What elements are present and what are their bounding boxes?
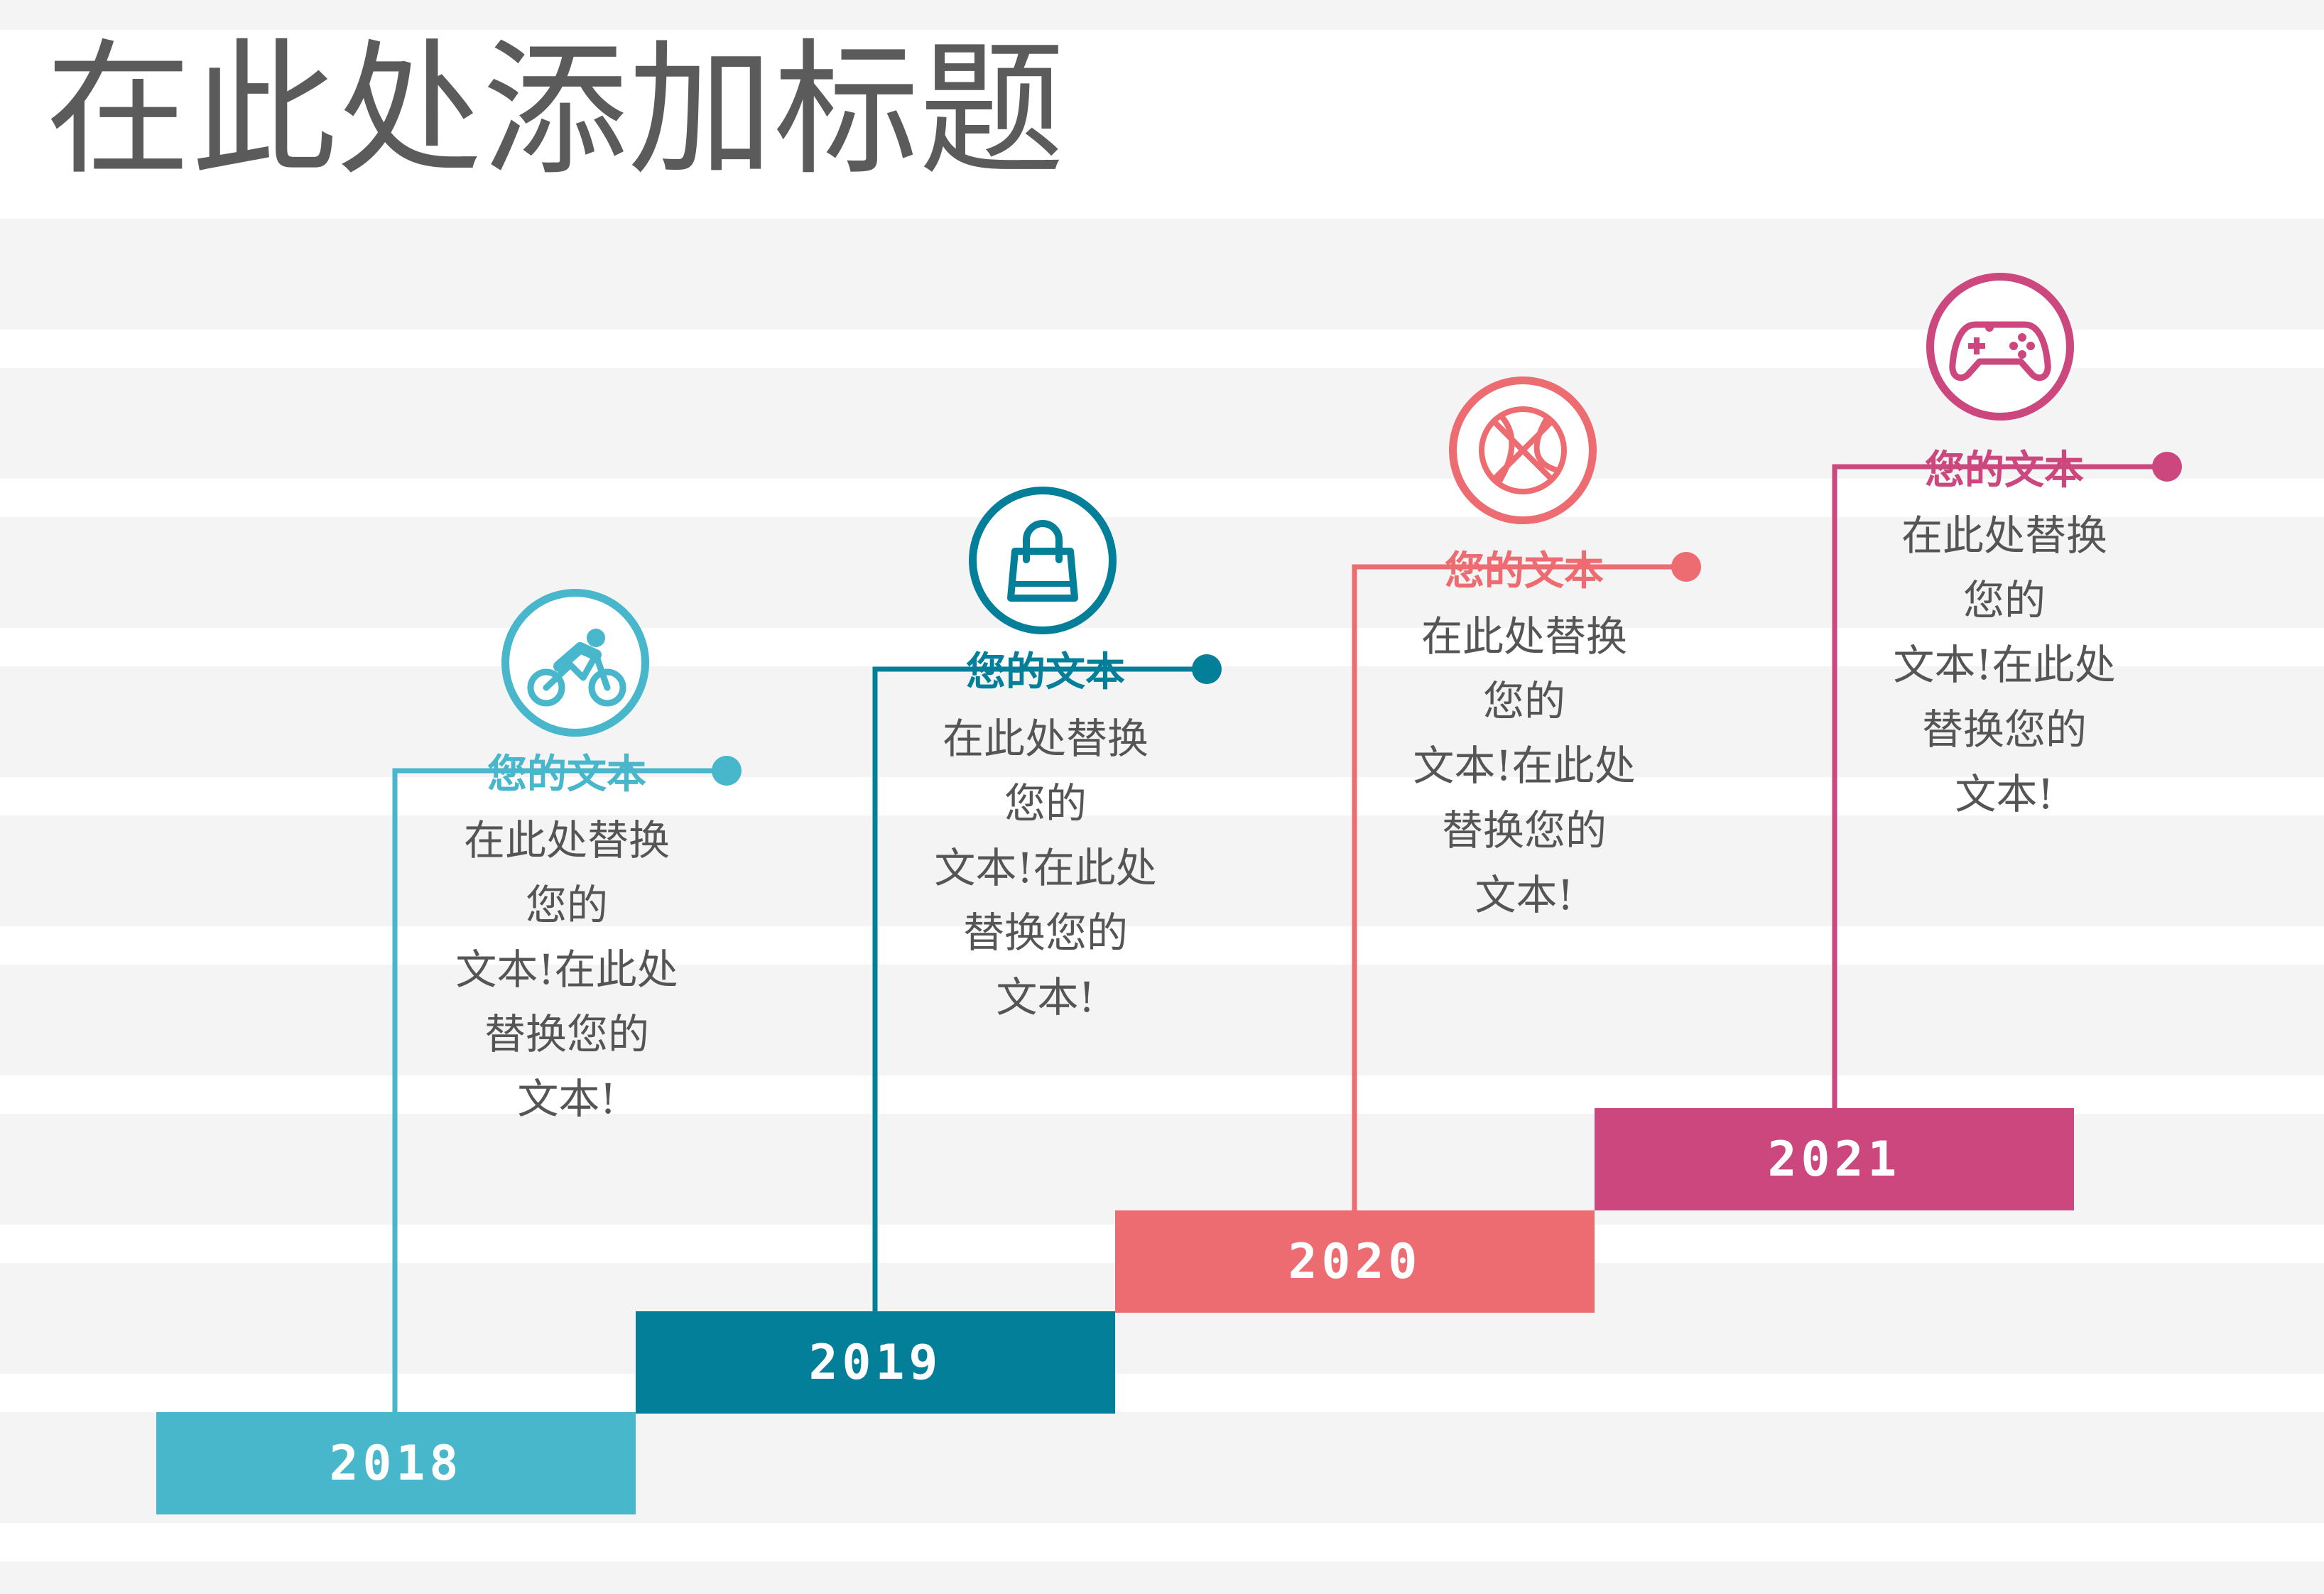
body-line: 文本!在此处 (1893, 641, 2116, 689)
icon-circle-2020 (1449, 376, 1597, 524)
body-line: 替换您的 (1921, 705, 2087, 754)
year-block-2020: 2020 (1115, 1210, 1595, 1313)
body-line: 您的 (525, 881, 608, 929)
year-block-2018: 2018 (156, 1412, 636, 1514)
bicycle-icon (527, 629, 626, 707)
connector-dot-2019 (1192, 654, 1222, 684)
connector-2018 (392, 756, 742, 1412)
stripe (0, 517, 2324, 628)
connector-2021 (1832, 452, 2182, 1108)
body-line: 文本!在此处 (1413, 742, 1636, 790)
icon-circle-2018 (501, 589, 649, 737)
body-line: 文本! (1475, 871, 1574, 919)
body-line: 文本! (996, 973, 1095, 1021)
body-line: 在此处替换 (463, 816, 670, 864)
body-line: 文本! (1955, 770, 2054, 818)
body-line: 文本! (517, 1075, 617, 1123)
gamepad-icon (1949, 321, 2051, 381)
body-line: 替换您的 (1441, 806, 1607, 855)
body-line: 替换您的 (962, 909, 1128, 957)
step-heading-2020: 您的文本 (1445, 548, 1604, 595)
step-heading-2021: 您的文本 (1925, 448, 2084, 494)
body-line: 文本!在此处 (934, 844, 1157, 892)
connector-2020 (1352, 552, 1701, 1210)
body-line: 在此处替换 (942, 715, 1149, 763)
icon-circle-2021 (1926, 273, 2074, 421)
icon-circle-2019 (969, 487, 1117, 634)
stripe (0, 0, 2324, 30)
step-heading-2019: 您的文本 (966, 649, 1125, 695)
connector-dot-2018 (712, 756, 742, 786)
step-body-2021: 在此处替换 您的 文本!在此处 替换您的 文本! (1848, 504, 2161, 827)
connector-line-2019 (872, 666, 1207, 1311)
body-line: 替换您的 (484, 1010, 649, 1058)
step-heading-2018: 您的文本 (487, 752, 646, 798)
stripe (0, 368, 2324, 479)
stripe (0, 815, 2324, 926)
stripe (0, 666, 2324, 777)
year-block-2019: 2019 (636, 1311, 1115, 1414)
connector-line-2018 (392, 768, 727, 1412)
step-body-2018: 在此处替换 您的 文本!在此处 替换您的 文本! (411, 808, 723, 1132)
year-block-2021: 2021 (1595, 1108, 2074, 1210)
step-body-2019: 在此处替换 您的 文本!在此处 替换您的 文本! (889, 707, 1202, 1030)
body-line: 您的 (1482, 677, 1565, 725)
body-line: 在此处替换 (1421, 612, 1627, 661)
shopping-bag-icon (1007, 520, 1078, 602)
stripe (0, 965, 2324, 1075)
basketball-icon (1479, 406, 1567, 494)
stripe (0, 1561, 2324, 1594)
connector-dot-2021 (2152, 452, 2182, 482)
page-title: 在此处添加标题 (45, 26, 1065, 195)
body-line: 您的 (1962, 576, 2046, 624)
connector-line-2021 (1832, 464, 2167, 1108)
step-body-2020: 在此处替换 您的 文本!在此处 替换您的 文本! (1368, 604, 1680, 928)
connector-line-2020 (1352, 564, 1686, 1210)
body-line: 在此处替换 (1901, 511, 2107, 560)
connector-2019 (872, 654, 1222, 1311)
body-line: 文本!在此处 (455, 945, 678, 994)
connector-dot-2020 (1671, 552, 1701, 582)
body-line: 您的 (1004, 779, 1087, 828)
